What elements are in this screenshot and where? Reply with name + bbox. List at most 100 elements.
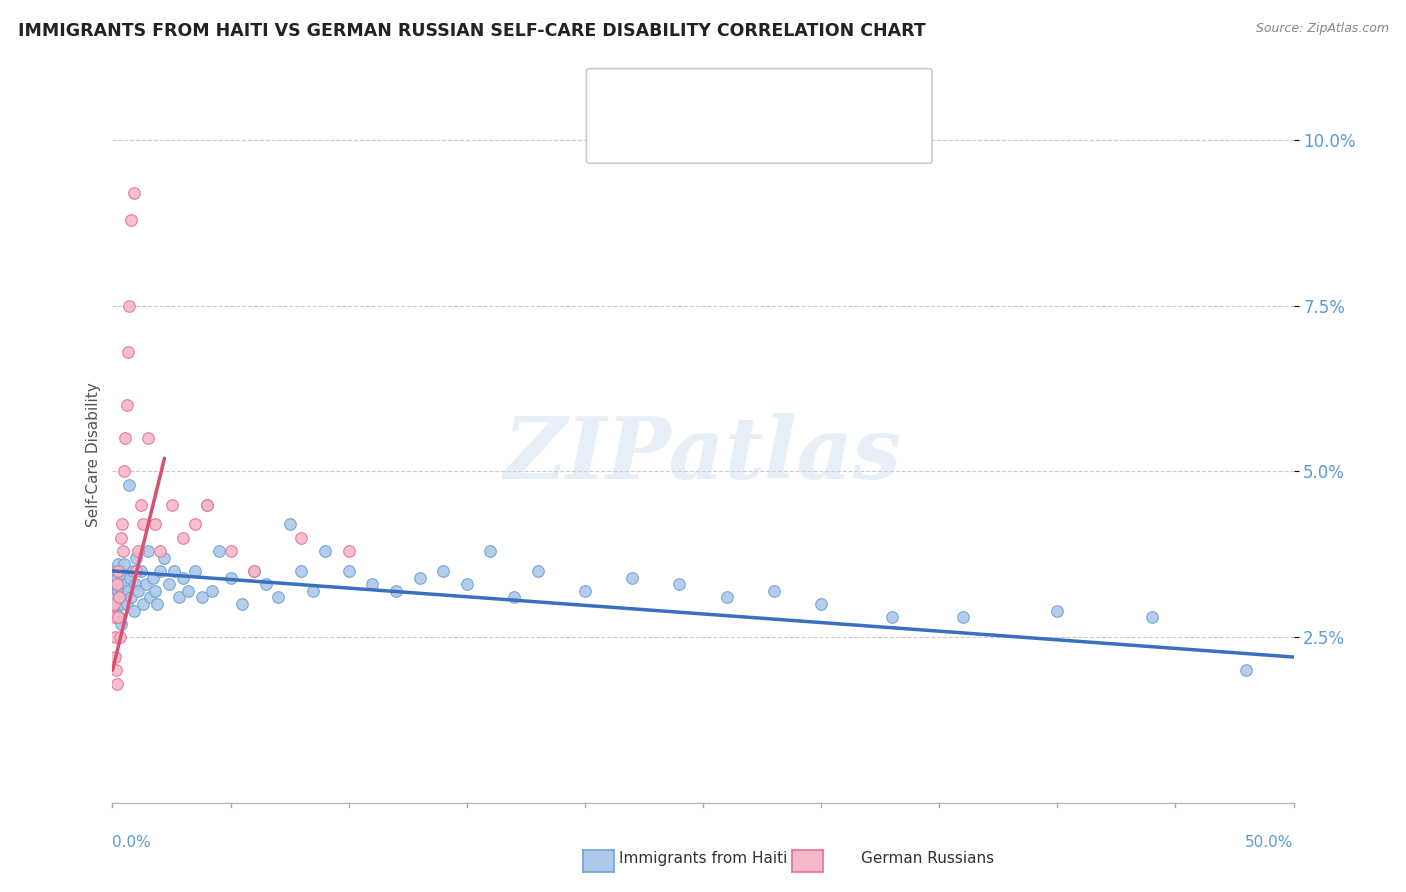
Point (111, 597, 134, 611)
Point (621, 570, 644, 584)
Point (195, 498, 218, 512)
Point (108, 610, 131, 624)
Point (243, 564, 266, 578)
Point (172, 531, 194, 545)
Text: 0.0%: 0.0% (112, 836, 152, 850)
Point (1234, 663, 1257, 677)
Point (104, 591, 127, 605)
Point (105, 577, 128, 591)
Text: R = -0.260    N = 79: R = -0.260 N = 79 (650, 88, 804, 103)
Point (125, 550, 148, 565)
Point (104, 650, 127, 665)
Point (112, 591, 135, 605)
Point (112, 465, 135, 479)
Point (526, 564, 548, 578)
Point (129, 498, 152, 512)
Point (108, 591, 131, 605)
Text: ZIPatlas: ZIPatlas (503, 413, 903, 497)
Point (122, 186, 145, 201)
Text: R =  0.328    N = 36: R = 0.328 N = 36 (650, 129, 804, 144)
Point (762, 583, 785, 598)
Point (361, 577, 384, 591)
Point (107, 564, 129, 578)
Point (432, 564, 454, 578)
Point (115, 597, 138, 611)
Point (108, 591, 131, 605)
Point (108, 630, 131, 644)
Point (149, 544, 172, 558)
Point (136, 544, 159, 558)
Y-axis label: Self-Care Disability: Self-Care Disability (86, 383, 101, 527)
Point (163, 564, 186, 578)
Point (112, 544, 135, 558)
Point (574, 583, 596, 598)
Point (127, 583, 149, 598)
Point (503, 591, 526, 605)
Point (103, 583, 125, 598)
Point (135, 577, 157, 591)
Point (105, 570, 128, 584)
Point (105, 597, 128, 611)
Point (108, 564, 131, 578)
Point (105, 676, 128, 690)
Point (668, 577, 690, 591)
Point (184, 517, 207, 532)
Point (114, 431, 136, 445)
Point (120, 591, 142, 605)
Point (160, 498, 183, 512)
Point (267, 591, 290, 605)
Point (139, 591, 162, 605)
Text: Immigrants from Haiti: Immigrants from Haiti (619, 851, 787, 865)
Point (110, 531, 132, 545)
Point (118, 477, 141, 491)
Point (107, 558, 129, 572)
Point (103, 564, 125, 578)
Point (408, 570, 430, 584)
Point (172, 570, 194, 584)
Text: German Russians: German Russians (862, 851, 994, 865)
Point (479, 544, 502, 558)
Text: IMMIGRANTS FROM HAITI VS GERMAN RUSSIAN SELF-CARE DISABILITY CORRELATION CHART: IMMIGRANTS FROM HAITI VS GERMAN RUSSIAN … (18, 22, 927, 40)
Point (136, 431, 159, 445)
Point (880, 610, 903, 624)
Point (105, 577, 128, 591)
Point (132, 597, 155, 611)
Point (290, 564, 312, 578)
Point (143, 583, 166, 598)
Point (114, 577, 136, 591)
Point (110, 616, 132, 631)
Point (118, 299, 141, 313)
Point (104, 604, 127, 618)
Point (1140, 610, 1163, 624)
Text: 50.0%: 50.0% (1246, 836, 1294, 850)
Point (278, 517, 301, 532)
Point (191, 591, 214, 605)
Point (103, 597, 125, 611)
Point (153, 550, 176, 565)
Point (177, 583, 200, 598)
Point (117, 345, 139, 359)
Point (314, 544, 336, 558)
Point (952, 610, 974, 624)
Point (146, 597, 169, 611)
Point (143, 517, 166, 532)
Point (243, 564, 266, 578)
Point (112, 558, 135, 572)
Point (810, 597, 832, 611)
Point (107, 583, 129, 598)
Point (302, 583, 325, 598)
Point (103, 610, 125, 624)
Point (195, 498, 218, 512)
Point (112, 570, 135, 584)
Point (127, 544, 149, 558)
Point (337, 544, 360, 558)
Point (107, 610, 129, 624)
Point (290, 531, 312, 545)
Point (337, 564, 360, 578)
Point (184, 564, 207, 578)
Point (716, 591, 738, 605)
Text: Source: ZipAtlas.com: Source: ZipAtlas.com (1256, 22, 1389, 36)
Point (167, 591, 190, 605)
Point (149, 564, 172, 578)
Point (120, 212, 142, 227)
